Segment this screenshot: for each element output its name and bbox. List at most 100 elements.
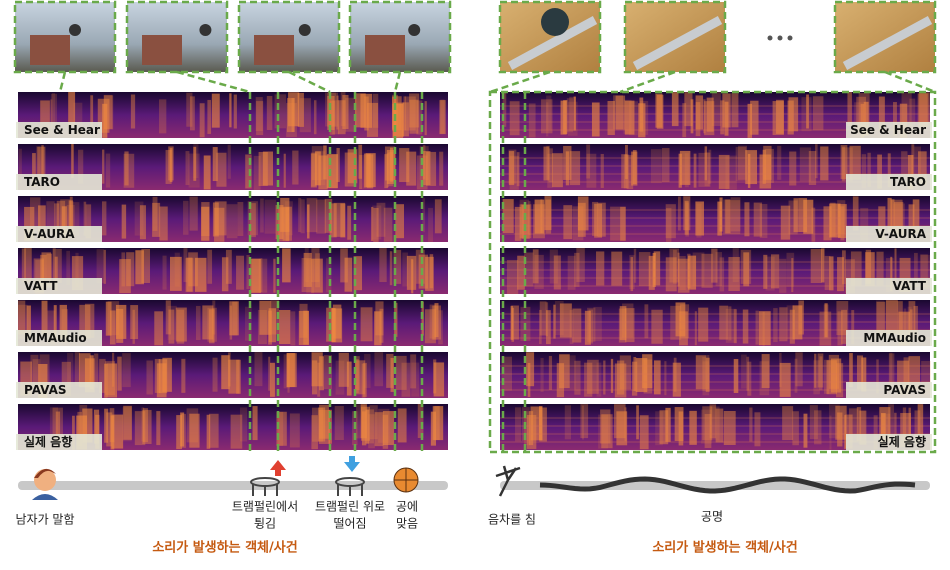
spectrogram-energy: [917, 404, 924, 439]
spectrogram-energy: [38, 364, 48, 398]
spectrogram-energy: [397, 408, 407, 443]
spectrogram-energy: [548, 148, 553, 183]
row-label-bg: [16, 382, 102, 398]
spectrogram-energy: [902, 407, 907, 442]
spectrogram-energy: [111, 414, 124, 449]
spectrogram-energy: [30, 354, 39, 389]
spectrogram-energy: [74, 352, 80, 387]
spectrogram-energy: [66, 204, 75, 239]
spectrogram-energy: [221, 355, 230, 390]
spectrogram-energy: [425, 256, 434, 291]
spectrogram-energy: [72, 202, 80, 237]
spectrogram-energy: [508, 151, 515, 186]
spectrogram-energy: [214, 201, 227, 236]
spectrogram-energy: [671, 92, 679, 127]
spectrogram-energy: [105, 153, 111, 188]
spectrogram-energy: [107, 301, 120, 336]
spectrogram-energy: [849, 408, 859, 443]
spectrogram-energy: [335, 360, 345, 395]
spectrogram-energy: [185, 151, 190, 186]
caption: 소리가 발생하는 객체/사건: [152, 540, 297, 556]
spectrogram-energy: [313, 100, 317, 135]
spectrogram-energy: [863, 101, 869, 136]
spectrogram-energy: [619, 306, 627, 341]
spectrogram-energy: [422, 198, 426, 233]
row-label-bg: [16, 330, 102, 346]
speaker-body: [32, 494, 58, 500]
spectrogram-energy: [841, 147, 853, 182]
spectrogram-energy: [692, 252, 705, 287]
spectrogram-energy: [701, 409, 712, 444]
spectrogram-energy: [18, 148, 22, 183]
spectrogram-energy: [808, 151, 817, 186]
spectrogram-energy: [747, 361, 752, 396]
spectrogram-energy: [260, 198, 264, 233]
spectrogram-energy: [250, 258, 261, 293]
spectrogram-energy: [228, 359, 240, 394]
spectrogram-energy: [326, 154, 338, 189]
spectrogram-energy: [50, 99, 53, 134]
spectrogram-energy: [134, 201, 144, 236]
spectrogram-energy: [311, 258, 323, 293]
spectrogram-energy: [229, 93, 232, 128]
spectrogram-energy: [572, 308, 582, 343]
spectrogram-energy: [384, 146, 396, 181]
highlight-box: [488, 90, 937, 454]
spectrogram-energy: [101, 201, 107, 236]
spectrogram-energy: [355, 360, 366, 395]
spectrogram-energy: [730, 197, 741, 232]
spectrogram-energy: [77, 411, 82, 446]
spectrogram-energy: [50, 93, 58, 128]
spectrogram-energy: [819, 356, 823, 391]
guide-line: [393, 71, 402, 93]
spectrogram-energy: [638, 252, 651, 287]
spectrogram-energy: [134, 411, 146, 446]
spectrogram-energy: [856, 96, 867, 131]
spectrogram-energy: [636, 405, 639, 440]
spectrogram-energy: [576, 248, 585, 283]
spectrogram-energy: [544, 196, 552, 231]
spectrogram-energy: [849, 145, 861, 180]
spectrogram-energy: [195, 305, 201, 340]
spectrogram-energy: [363, 153, 371, 188]
spectrogram-energy: [840, 145, 848, 180]
spectrogram-energy: [810, 249, 822, 284]
spectrogram-energy: [622, 303, 634, 338]
spectrogram-energy: [237, 201, 244, 236]
spectrogram-energy: [399, 148, 410, 183]
event-label: 트램펄린 위로: [315, 500, 385, 514]
spectrogram-energy: [815, 144, 818, 179]
spectrogram-energy: [269, 362, 275, 397]
spectrogram-energy: [695, 102, 701, 137]
spectrogram-energy: [18, 300, 26, 335]
spectrogram-energy: [201, 206, 210, 241]
spectrogram-energy: [624, 100, 635, 135]
spectrogram-energy: [186, 92, 193, 127]
spectrogram-energy: [116, 308, 124, 343]
spectrogram-energy: [546, 310, 551, 345]
spectrogram-energy: [434, 303, 439, 338]
spectrogram-energy: [207, 249, 213, 284]
spectrogram-energy: [199, 103, 205, 138]
spectrogram-energy: [311, 407, 323, 442]
spectrogram-energy: [803, 413, 808, 448]
spectrogram-energy: [159, 206, 168, 241]
spectrogram-energy: [189, 196, 198, 231]
spectrogram-energy: [728, 257, 740, 292]
spectrogram-energy: [175, 307, 187, 342]
spectrogram-energy: [754, 412, 761, 447]
spectrogram-energy: [849, 353, 853, 388]
row-label-bg: [16, 226, 102, 242]
spectrogram-energy: [318, 407, 326, 442]
row-label: PAVAS: [24, 383, 67, 397]
spectrogram-energy: [324, 198, 333, 233]
spectrogram-energy: [719, 305, 729, 340]
spectrogram-energy: [693, 153, 697, 188]
spectrogram-energy: [920, 254, 928, 289]
spectrogram-energy: [139, 205, 146, 240]
spectrogram-energy: [52, 93, 56, 128]
spectrogram-energy: [704, 101, 715, 136]
spectrogram-energy: [704, 152, 710, 187]
spectrogram-energy: [432, 406, 444, 441]
spectrogram-energy: [418, 254, 429, 289]
